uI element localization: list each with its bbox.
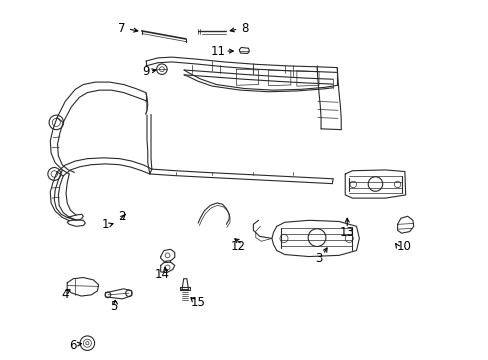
Text: 6: 6 [69, 339, 77, 352]
Text: 14: 14 [154, 268, 169, 281]
Text: 15: 15 [190, 296, 205, 309]
Text: 9: 9 [142, 65, 149, 78]
Text: 10: 10 [395, 240, 410, 253]
Text: 11: 11 [210, 45, 225, 58]
Text: 8: 8 [240, 22, 248, 35]
Text: 3: 3 [315, 252, 322, 265]
Text: 2: 2 [118, 210, 125, 223]
Text: 5: 5 [110, 301, 117, 314]
Text: 4: 4 [61, 288, 69, 301]
Text: 13: 13 [339, 226, 354, 239]
Text: 1: 1 [102, 218, 109, 231]
Text: 12: 12 [230, 240, 245, 253]
Text: 7: 7 [118, 22, 125, 35]
